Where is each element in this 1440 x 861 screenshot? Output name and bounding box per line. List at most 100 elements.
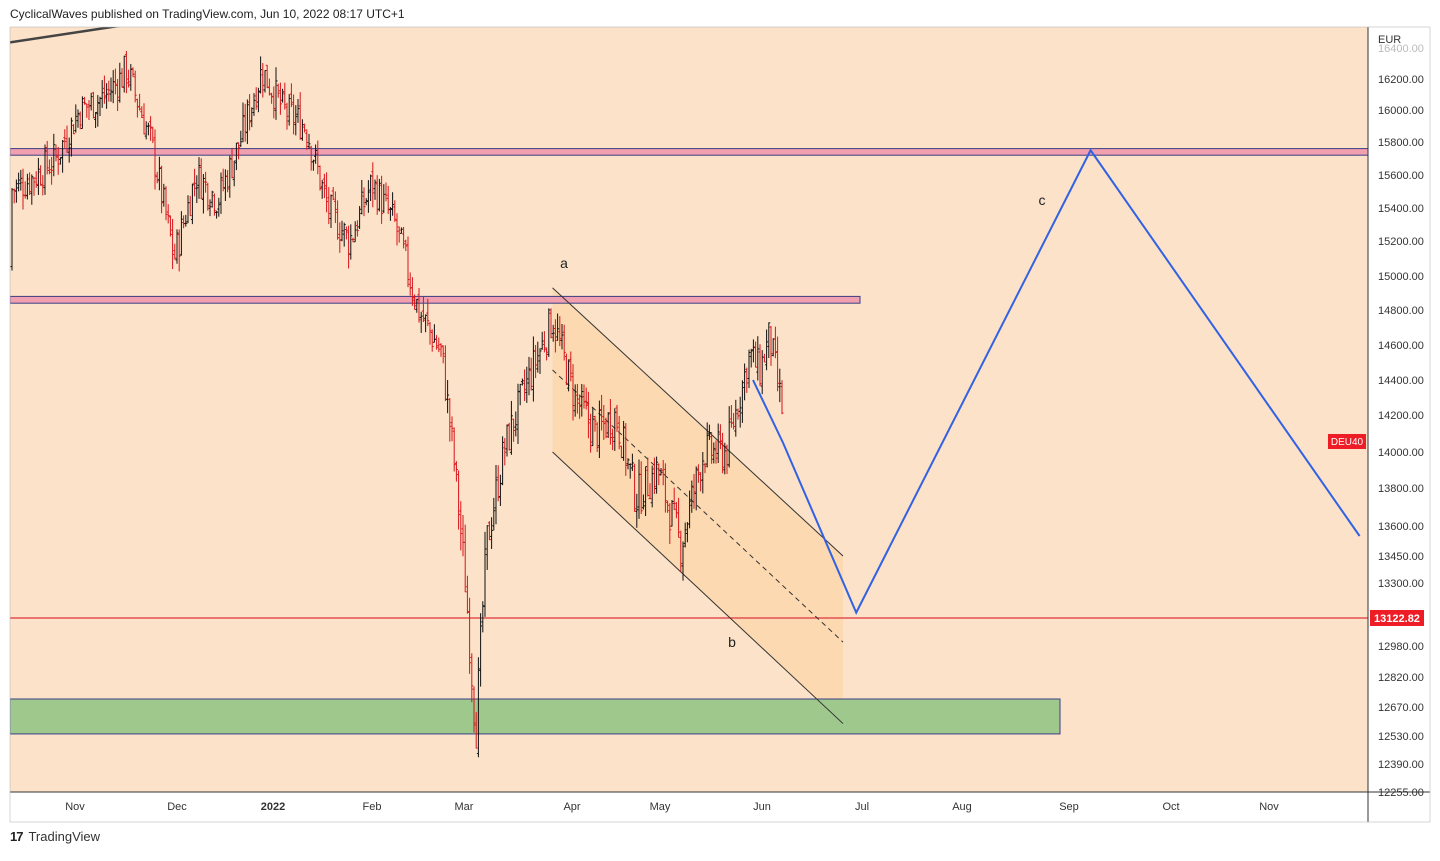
candle (41, 175, 45, 196)
candle (740, 380, 744, 423)
channel-lower-line[interactable] (552, 451, 844, 724)
candle (237, 142, 241, 160)
support-zone[interactable] (10, 698, 1061, 735)
resistance-zone[interactable] (10, 148, 1368, 156)
candle (501, 436, 505, 486)
candle (76, 109, 80, 128)
candle (681, 541, 685, 581)
x-tick-label: Mar (455, 801, 474, 813)
candle (353, 221, 357, 243)
candle (600, 394, 604, 431)
candle (679, 530, 683, 572)
candle (89, 92, 93, 111)
y-tick-label: 14800.00 (1378, 305, 1424, 317)
candle (402, 226, 406, 249)
candle (536, 341, 540, 373)
candle (538, 348, 542, 374)
candle (296, 99, 300, 123)
candle (373, 179, 377, 200)
candle (177, 229, 181, 272)
candle (94, 111, 98, 128)
candle (384, 182, 388, 202)
candle (659, 468, 663, 476)
candle (74, 104, 78, 133)
candle (558, 316, 562, 347)
resistance-zone[interactable] (10, 295, 861, 304)
candle (184, 214, 188, 227)
candle (547, 308, 551, 357)
candle (666, 500, 670, 513)
candle (430, 329, 434, 352)
candle (602, 405, 606, 440)
candle (551, 324, 555, 342)
candle (595, 422, 599, 452)
symbol-label: DEU40 (1331, 437, 1364, 448)
candle (65, 125, 69, 153)
candle (426, 298, 430, 327)
channel-upper-line[interactable] (552, 287, 844, 557)
candle (278, 82, 282, 115)
channel-midline[interactable] (552, 369, 844, 643)
y-tick-label: 12670.00 (1378, 702, 1424, 714)
x-tick-label: Jun (753, 801, 771, 813)
candle (245, 99, 249, 145)
trend-line[interactable] (0, 14, 196, 54)
candle (83, 96, 87, 105)
x-tick-label: Sep (1059, 801, 1079, 813)
candle (166, 204, 170, 224)
candle (639, 461, 643, 515)
candle (36, 157, 40, 195)
candle (545, 347, 549, 361)
candle (204, 171, 208, 193)
y-tick-label: 15200.00 (1378, 236, 1424, 248)
candle (745, 367, 749, 393)
candle (762, 353, 766, 363)
candle (109, 77, 113, 102)
symbol-badge (1328, 434, 1366, 449)
candle (512, 418, 516, 442)
candle (190, 183, 194, 225)
candle (773, 326, 777, 359)
candle (58, 156, 62, 165)
candle (349, 224, 353, 260)
candle (503, 438, 507, 466)
candle (718, 424, 722, 450)
candle (179, 211, 183, 256)
candle (723, 442, 727, 475)
candle (727, 406, 731, 468)
candle (221, 168, 225, 192)
candle (758, 344, 762, 387)
candle (606, 412, 610, 438)
candle (87, 100, 91, 121)
x-tick-label: Dec (167, 801, 187, 813)
candle (450, 416, 454, 442)
candle (215, 210, 219, 219)
y-tick-label: 13300.00 (1378, 578, 1424, 590)
candle (289, 83, 293, 108)
candle (17, 172, 21, 192)
candle (580, 383, 584, 417)
y-tick-label: 12255.00 (1378, 787, 1424, 799)
candle (61, 139, 65, 173)
candle (527, 356, 531, 396)
candle (406, 236, 410, 288)
candle (212, 193, 216, 216)
candle (457, 470, 461, 530)
projection-path[interactable] (752, 148, 1361, 615)
candle (164, 186, 168, 221)
candle (454, 461, 458, 482)
candle (520, 378, 524, 386)
candle (96, 95, 100, 127)
candle (287, 94, 291, 126)
candle (393, 200, 397, 222)
candle (362, 187, 366, 217)
candle (256, 87, 260, 113)
candle (63, 129, 67, 149)
candle (421, 297, 425, 322)
tradingview-logo-icon: 17 (10, 829, 24, 844)
candle (769, 326, 773, 366)
candle (529, 357, 533, 391)
candle (91, 91, 95, 119)
